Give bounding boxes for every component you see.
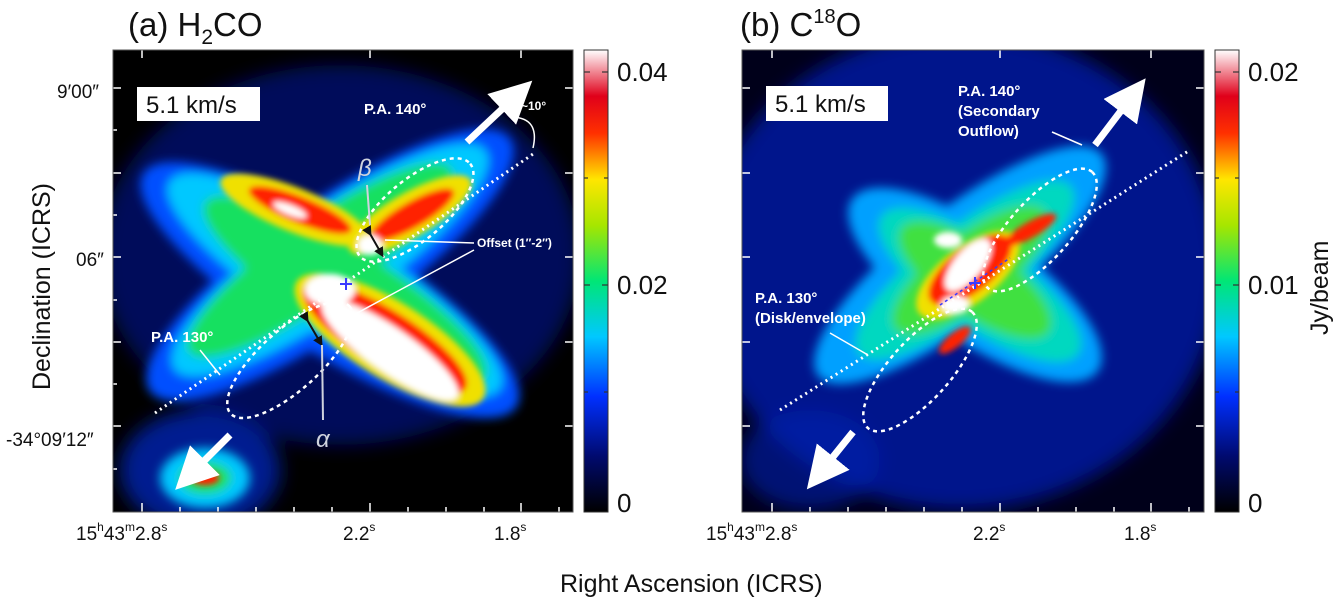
panel-b-pa140-sub2: Outflow): [958, 123, 1019, 140]
panel-a-offset-label: Offset (1″-2″): [477, 236, 552, 250]
panel-b-frame: [741, 49, 1205, 513]
panel-b: (b) C18O: [706, 6, 1334, 545]
colorbar-label: Jy/beam: [1306, 241, 1334, 335]
panel-b-colorbar-tick-mid: 0.01: [1248, 270, 1299, 300]
panel-a-velocity-box: [137, 87, 260, 121]
panel-b-protostar-marker: [969, 277, 981, 289]
panel-a-alpha-label: α: [316, 426, 331, 453]
panel-b-outflow-arrow-sw: [806, 429, 856, 490]
panel-b-xtick-22: 2.2s: [973, 520, 1005, 545]
panel-a-colorbar-tick-min: 0: [617, 488, 631, 518]
panel-a-pa130-label: P.A. 130°: [151, 329, 213, 346]
panel-b-pa130-label: P.A. 130°: [755, 290, 817, 307]
panel-a-outflow-arrow-ne: [464, 80, 533, 145]
panel-a-colorbar: [583, 49, 609, 513]
panel-a-colorbar-tick-max: 0.04: [617, 57, 668, 87]
panel-a-beta-ellipse: [355, 157, 475, 263]
panel-b-pa130-leader: [829, 332, 869, 356]
panel-b-outflow-arrow-ne: [1092, 78, 1146, 148]
panel-a-protostar-marker: [340, 278, 352, 290]
panel-a-angle-label: ~10°: [521, 99, 546, 113]
x-axis-label: Right Ascension (ICRS): [560, 570, 823, 598]
panel-a-xtick-28: 15h43m2.8s: [76, 520, 167, 545]
panel-b-velocity-box: [766, 86, 888, 121]
panel-a-velocity-label: 5.1 km/s: [146, 92, 237, 119]
panel-b-colorbar-tick-max: 0.02: [1248, 57, 1299, 87]
panel-b-sw-ellipse: [861, 307, 979, 433]
panel-b-xtick-28: 15h43m2.8s: [706, 520, 797, 545]
panel-a-xtick-22: 2.2s: [343, 520, 375, 545]
panel-b-ne-ellipse: [981, 167, 1099, 293]
panel-a-offset-arrow-alpha: [299, 311, 323, 347]
panel-b-velocity-label: 5.1 km/s: [775, 91, 866, 118]
y-axis-label: Declination (ICRS): [28, 183, 56, 390]
panel-a-offset-arrow-beta: [362, 225, 384, 258]
panel-a-frame: [112, 49, 574, 513]
panel-a-offset-leader-2: [347, 249, 475, 319]
panel-a-alpha-ellipse: [226, 300, 354, 420]
panel-a-pa130-leader: [199, 349, 221, 376]
panel-a: (a) H2CO: [6, 6, 668, 545]
panel-a-offset-leader-1: [384, 239, 475, 244]
panel-b-colorbar-ticks: [1215, 71, 1239, 393]
panel-b-pa130-sub: (Disk/envelope): [755, 310, 866, 327]
panel-a-ytick-0912: -34°09′12″: [6, 430, 94, 451]
panel-a-colorbar-ticks: [584, 71, 608, 393]
panel-a-beta-label: β: [357, 155, 372, 182]
panel-b-pa140-label: P.A. 140°: [958, 83, 1020, 100]
panel-b-colorbar: [1214, 49, 1240, 513]
panel-a-outflow-arrow-sw: [175, 432, 233, 490]
panel-a-pa140-label: P.A. 140°: [364, 101, 426, 118]
panel-b-pa140-leader: [1051, 131, 1083, 146]
panel-b-xtick-18: 1.8s: [1124, 520, 1156, 545]
panel-a-angle-arc: [511, 116, 536, 149]
panel-a-title: (a) H2CO: [128, 6, 263, 49]
panel-b-title: (b) C18O: [740, 6, 861, 43]
panel-b-pa140-sub1: (Secondary: [958, 103, 1040, 120]
panel-a-alpha-leader: [321, 344, 324, 421]
panel-a-ytick-06: 06″: [76, 250, 104, 271]
panel-a-beta-leader: [366, 184, 371, 226]
panel-a-tick-marks: [113, 50, 573, 512]
panel-a-xtick-18: 1.8s: [494, 520, 526, 545]
panel-a-pa130-axis: [154, 150, 537, 415]
panel-a-ytick-900: 9′00″: [57, 82, 99, 103]
panel-b-colorbar-tick-min: 0: [1248, 488, 1262, 518]
panel-b-tick-marks: [742, 50, 1204, 512]
panel-a-colorbar-tick-mid: 0.02: [617, 270, 668, 300]
